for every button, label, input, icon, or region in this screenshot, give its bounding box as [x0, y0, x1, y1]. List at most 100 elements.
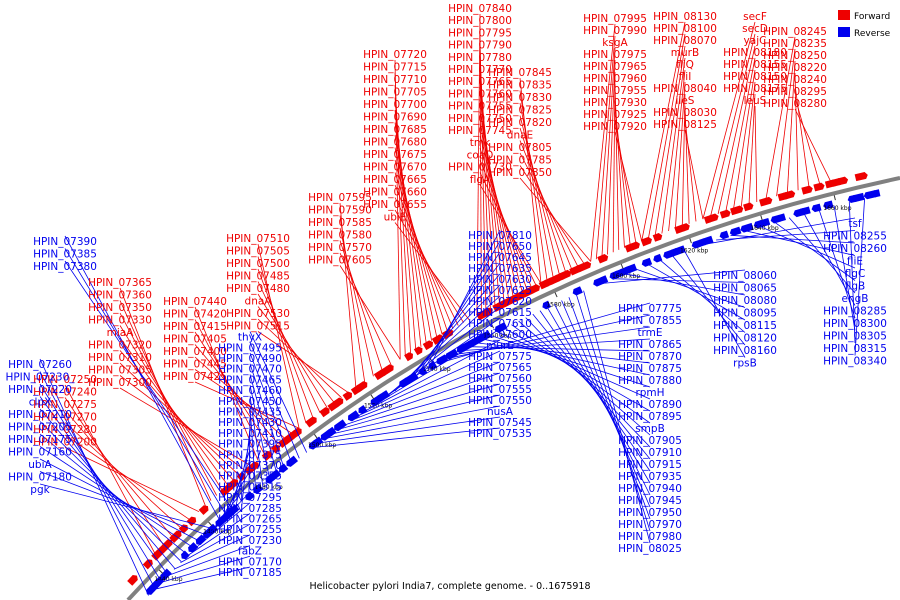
scale-tick-label: 1560 kbp	[483, 332, 511, 339]
reverse-leader-line	[249, 363, 285, 470]
forward-gene-arrow	[355, 381, 368, 393]
reverse-leader-line	[561, 300, 651, 508]
reverse-gene-label: HPIN_07375	[218, 449, 282, 461]
reverse-gene-arrow	[227, 504, 240, 517]
forward-leader-line	[786, 60, 796, 194]
reverse-gene-label: HPIN_08025	[618, 543, 682, 555]
reverse-leader-line	[356, 350, 501, 417]
forward-gene-arrow	[708, 213, 719, 223]
forward-gene-label: HPIN_07710	[363, 74, 427, 86]
reverse-gene-label: HPIN_07380	[33, 261, 97, 273]
forward-gene-label: HPIN_07805	[488, 142, 552, 154]
reverse-leader-line	[483, 338, 651, 376]
forward-gene-arrow	[743, 202, 754, 212]
forward-gene-label: HPIN_07595	[308, 192, 372, 204]
forward-leader-line	[684, 129, 704, 220]
forward-gene-label: HPIN_07485	[226, 271, 290, 283]
forward-gene-label: flgA	[470, 174, 491, 186]
legend-forward-label: Forward	[854, 12, 890, 22]
reverse-gene-label: HPIN_07185	[218, 567, 282, 579]
forward-gene-label: HPIN_07480	[226, 283, 290, 295]
reverse-gene-label: HPIN_07810	[468, 230, 532, 242]
reverse-leader-line	[325, 405, 501, 439]
forward-leader-line	[590, 23, 616, 262]
reverse-leader-line	[420, 240, 501, 376]
reverse-gene-arrow	[481, 330, 492, 341]
reverse-gene-arrow	[445, 348, 459, 360]
forward-gene-label: HPIN_07850	[488, 167, 552, 179]
forward-gene-arrow	[801, 185, 813, 195]
scale-tick-label: 1600 kbp	[612, 273, 640, 280]
forward-gene-label: HPIN_07750	[448, 113, 512, 125]
reverse-gene-arrow	[740, 222, 754, 233]
forward-leader-line	[339, 265, 401, 360]
reverse-gene-label: HPIN_07160	[8, 447, 72, 459]
forward-gene-label: HPIN_07530	[226, 308, 290, 320]
forward-gene-arrow	[261, 450, 272, 461]
reverse-leader-line	[803, 213, 856, 306]
reverse-gene-arrow	[641, 257, 653, 267]
map-caption: Helicobacter pylori India7, complete gen…	[309, 581, 590, 592]
reverse-gene-arrow	[624, 263, 638, 274]
forward-leader-line	[595, 35, 616, 260]
reverse-leader-line	[730, 234, 856, 244]
forward-gene-label: HPIN_07715	[363, 62, 427, 74]
forward-gene-label: HPIN_07515	[226, 321, 290, 333]
forward-gene-label: HPIN_07760	[448, 88, 512, 100]
forward-leader-line	[194, 369, 293, 434]
reverse-gene-arrow	[334, 419, 347, 432]
forward-gene-arrow	[422, 340, 434, 351]
forward-gene-label: HPIN_08100	[653, 23, 717, 35]
forward-gene-label: miaA	[107, 327, 135, 339]
reverse-gene-label: HPIN_07265	[218, 514, 282, 526]
legend-reverse-swatch	[838, 27, 850, 37]
reverse-gene-label: HPIN_07410	[218, 428, 282, 440]
forward-gene-label: coaD	[467, 149, 494, 161]
reverse-leader-line	[490, 335, 651, 388]
forward-gene-label: HPIN_07720	[363, 49, 427, 61]
reverse-leader-line	[64, 248, 229, 519]
reverse-gene-label: HPIN_08115	[713, 320, 777, 332]
scale-tick-label: 1660 kbp	[823, 205, 851, 212]
forward-leader-line	[479, 99, 509, 300]
forward-leader-line	[654, 45, 686, 236]
reverse-gene-label: murE	[486, 340, 514, 352]
forward-leader-line	[794, 72, 799, 191]
reverse-gene-label: smpB	[635, 423, 665, 435]
reverse-gene-label: HPIN_07220	[8, 384, 72, 396]
forward-leader-line	[64, 447, 200, 513]
forward-gene-label: HPIN_07440	[163, 296, 227, 308]
forward-gene-label: HPIN_07570	[308, 242, 372, 254]
reverse-gene-label: HPIN_08285	[823, 306, 887, 318]
reverse-gene-label: HPIN_07390	[33, 236, 97, 248]
reverse-gene-label: HPIN_07950	[618, 507, 682, 519]
forward-leader-line	[668, 69, 686, 232]
reverse-gene-label: HPIN_07435	[218, 407, 282, 419]
reverse-leader-line	[39, 383, 162, 583]
reverse-leader-line	[716, 230, 856, 241]
reverse-leader-line	[701, 217, 856, 246]
reverse-leader-line	[39, 371, 156, 589]
scale-tick-label: 1580 kbp	[546, 301, 574, 308]
reverse-leader-line	[313, 427, 501, 448]
reverse-gene-label: thyX	[238, 332, 262, 344]
forward-gene-label: HPIN_07400	[163, 346, 227, 358]
forward-gene-label: yajC	[744, 35, 767, 47]
forward-gene-label: HPIN_08155	[723, 59, 787, 71]
forward-gene-arrow	[813, 182, 825, 192]
forward-gene-label: HPIN_07995	[583, 13, 647, 25]
forward-leader-line	[479, 184, 542, 284]
forward-gene-label: HPIN_07835	[488, 80, 552, 92]
forward-gene-label: HPIN_08180	[723, 47, 787, 59]
forward-gene-label: HPIN_07930	[583, 97, 647, 109]
reverse-gene-arrow	[278, 463, 289, 473]
label-leaders	[39, 13, 865, 596]
forward-leader-line	[733, 69, 756, 210]
reverse-gene-label: HPIN_08160	[713, 345, 777, 357]
reverse-gene-label: HPIN_07465	[218, 374, 282, 386]
forward-gene-label: HPIN_07960	[583, 73, 647, 85]
forward-gene-label: HPIN_08070	[653, 35, 717, 47]
forward-leader-line	[614, 119, 637, 244]
reverse-leader-line	[469, 346, 651, 352]
forward-gene-label: HPIN_07925	[583, 109, 647, 121]
